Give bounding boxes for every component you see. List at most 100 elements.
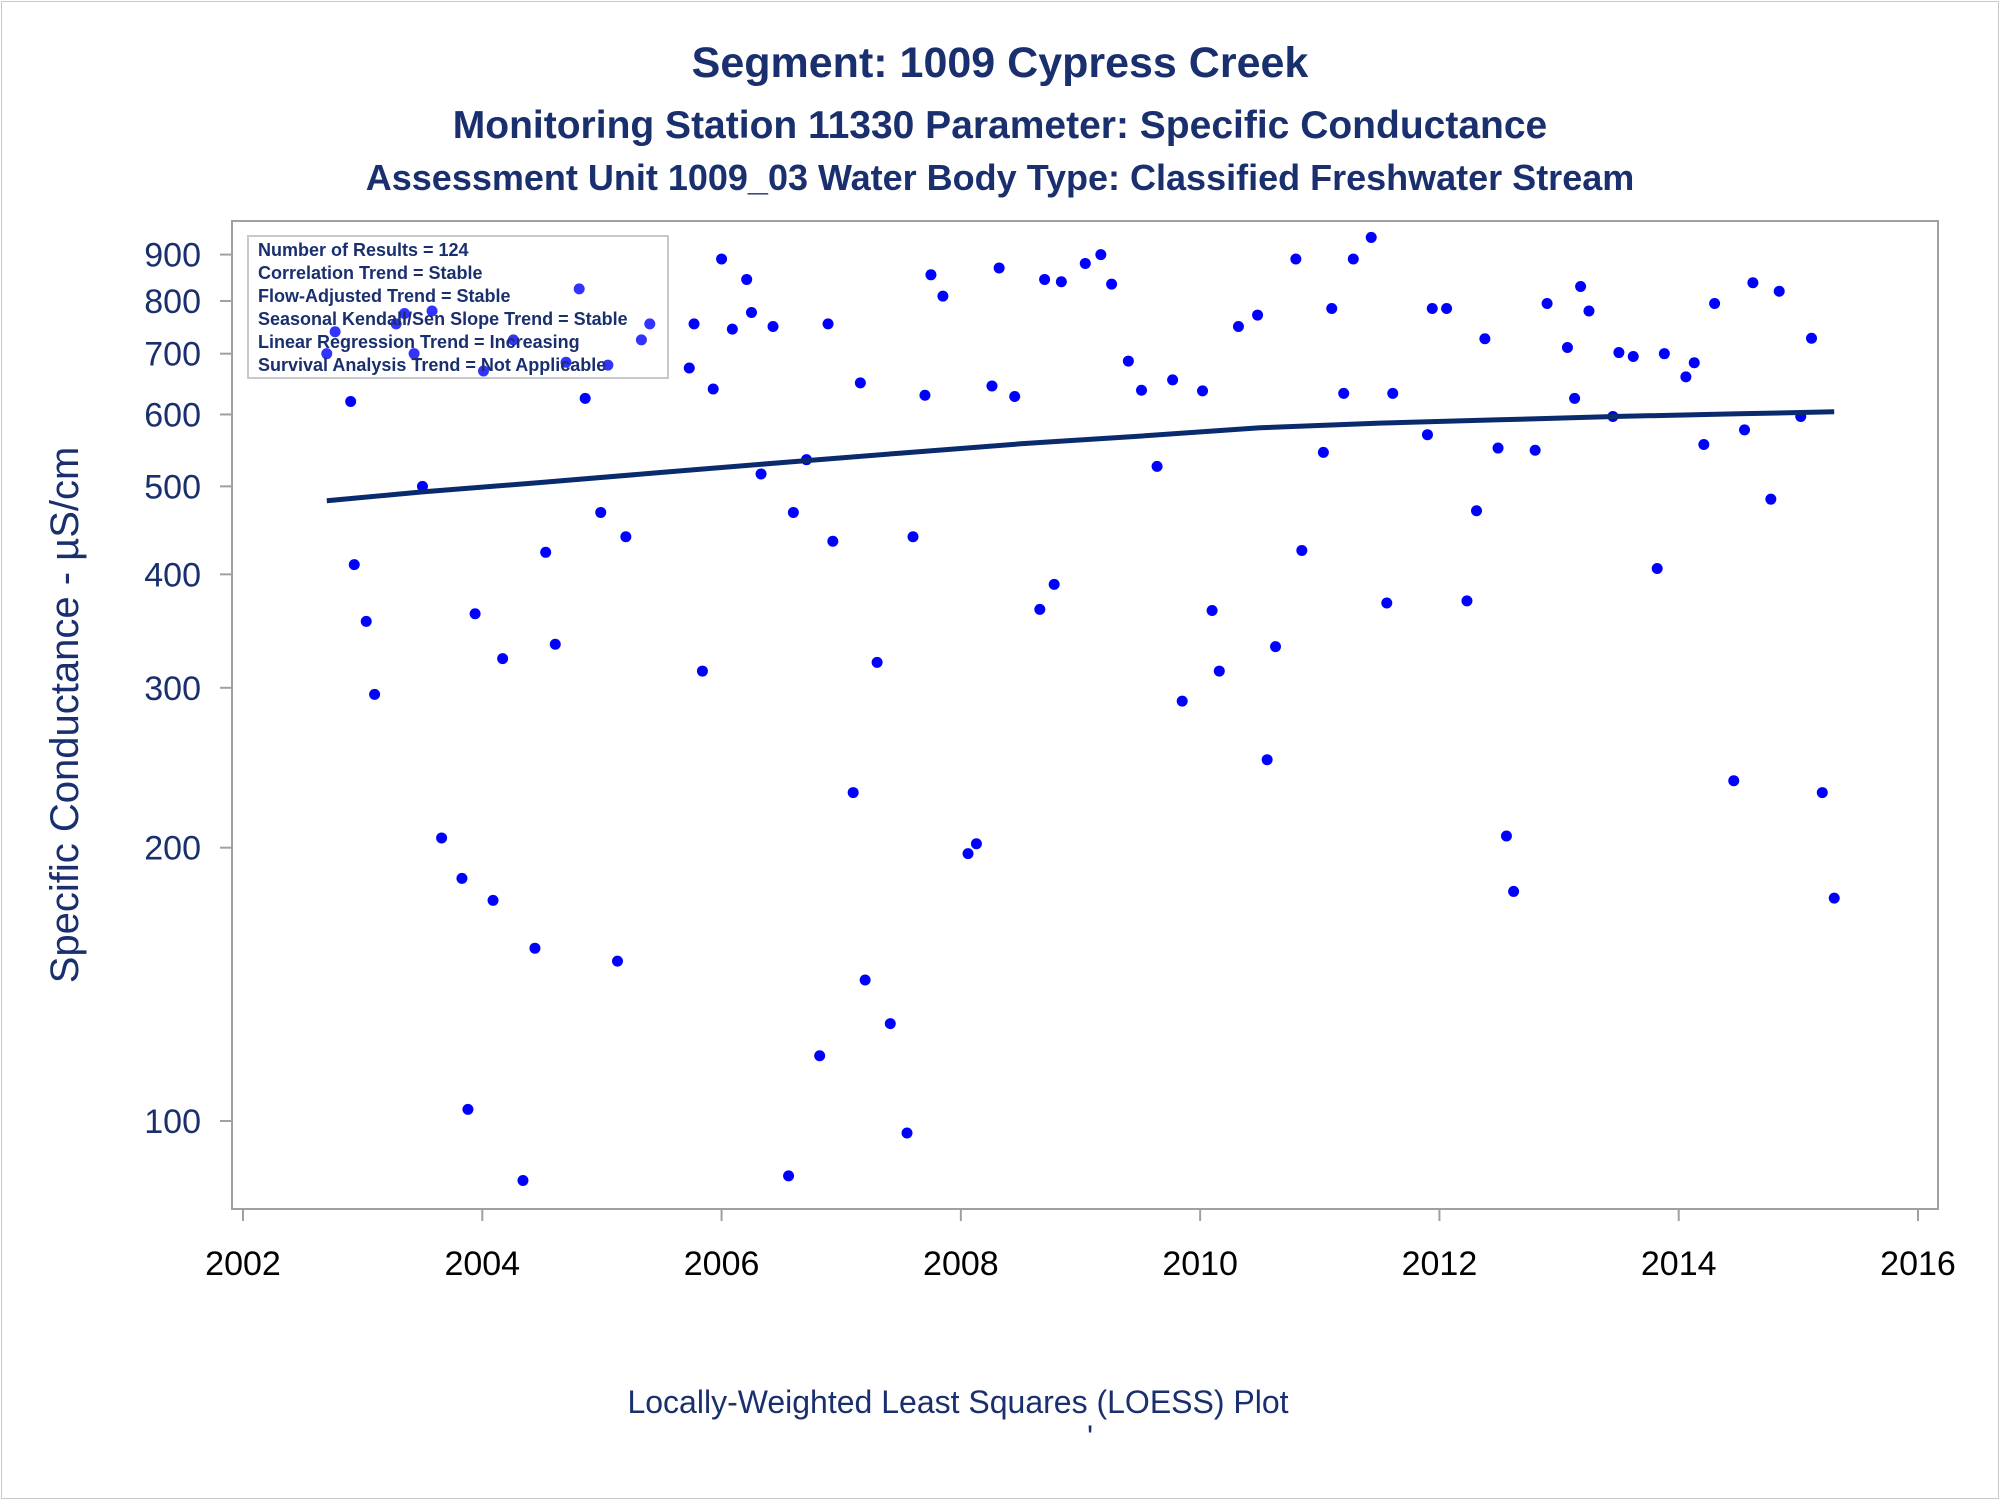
data-point (595, 506, 607, 518)
data-point (726, 323, 738, 335)
data-point (707, 383, 719, 395)
data-point (1296, 544, 1308, 556)
data-point (716, 253, 728, 265)
data-point (426, 305, 438, 317)
stats-line: Linear Regression Trend = Increasing (258, 332, 580, 352)
data-point (321, 348, 333, 360)
data-point (1261, 754, 1273, 766)
y-tick-label: 100 (144, 1103, 201, 1141)
data-point (1680, 371, 1692, 383)
data-point (1569, 392, 1581, 404)
data-point (745, 307, 757, 319)
data-point (783, 1170, 795, 1182)
data-point (348, 559, 360, 571)
data-point (854, 377, 866, 389)
data-point (1426, 302, 1438, 314)
x-tick-label: 2008 (923, 1245, 999, 1283)
data-point (993, 262, 1005, 274)
data-point (696, 665, 708, 677)
data-point (1270, 641, 1282, 653)
footnote-mark: ' (1087, 1419, 1093, 1455)
data-point (871, 656, 883, 668)
stats-line: Flow-Adjusted Trend = Stable (258, 286, 511, 306)
data-point (1739, 424, 1751, 436)
data-point (688, 318, 700, 330)
data-point (1658, 348, 1670, 360)
data-point (1338, 387, 1350, 399)
data-point (1806, 332, 1818, 344)
data-point (970, 838, 982, 850)
data-point (1773, 285, 1785, 297)
data-point (1529, 444, 1541, 456)
x-axis: 2002 2004 2006 2008 2010 2012 2014 2016 (205, 1209, 1956, 1283)
data-point (683, 362, 695, 374)
data-point (1387, 387, 1399, 399)
data-point (1816, 787, 1828, 799)
data-point (755, 468, 767, 480)
data-point (644, 318, 656, 330)
data-point (1421, 429, 1433, 441)
data-point (1151, 460, 1163, 472)
data-point (1381, 597, 1393, 609)
data-point (1651, 562, 1663, 574)
data-point (1613, 347, 1625, 359)
data-point (1347, 253, 1359, 265)
data-point (1471, 505, 1483, 517)
data-point (741, 273, 753, 285)
stats-line: Seasonal Kendall/Sen Slope Trend = Stabl… (258, 309, 628, 329)
data-point (1492, 442, 1504, 454)
data-point (620, 531, 632, 543)
data-point (1232, 320, 1244, 332)
data-point (1747, 277, 1759, 289)
y-tick-label: 300 (144, 670, 201, 708)
data-point (1698, 438, 1710, 450)
data-point (859, 974, 871, 986)
data-point (456, 872, 468, 884)
x-tick-label: 2014 (1641, 1245, 1717, 1283)
footnote: Locally-Weighted Least Squares (LOESS) P… (627, 1384, 1288, 1420)
data-point (907, 531, 919, 543)
data-point (1048, 578, 1060, 590)
data-point (390, 318, 402, 330)
loess-trend-line (326, 409, 1835, 504)
data-point (1441, 302, 1453, 314)
data-point (1765, 493, 1777, 505)
data-point (937, 290, 949, 302)
data-point (1709, 297, 1721, 309)
data-point (827, 535, 839, 547)
data-point (1500, 830, 1512, 842)
data-point (1197, 385, 1209, 397)
data-point (814, 1050, 826, 1062)
data-point (1167, 374, 1179, 386)
x-tick-label: 2016 (1880, 1245, 1956, 1283)
data-point (399, 308, 411, 320)
data-point (1290, 253, 1302, 265)
data-point (1055, 276, 1067, 288)
data-point (507, 334, 519, 346)
stats-line: Survival Analysis Trend = Not Applicable (258, 355, 606, 375)
data-point (1252, 309, 1264, 321)
data-point (1828, 892, 1840, 904)
x-tick-label: 2006 (684, 1245, 760, 1283)
y-tick-label: 500 (144, 468, 201, 506)
data-point (1561, 342, 1573, 354)
data-point (1095, 249, 1107, 261)
y-tick-label: 900 (144, 237, 201, 275)
data-point (360, 615, 372, 627)
stats-line: Number of Results = 124 (258, 240, 469, 260)
data-point (1728, 775, 1740, 787)
data-point (549, 638, 561, 650)
data-point (1627, 351, 1639, 363)
data-point (579, 392, 591, 404)
x-tick-label: 2010 (1162, 1245, 1238, 1283)
data-point (517, 1174, 529, 1186)
data-point (416, 480, 428, 492)
data-point (884, 1018, 896, 1030)
stats-line: Correlation Trend = Stable (258, 263, 483, 283)
data-point (611, 955, 623, 967)
y-tick-label: 200 (144, 830, 201, 868)
data-point (497, 653, 509, 665)
data-point (1106, 278, 1118, 290)
data-point (962, 848, 974, 860)
